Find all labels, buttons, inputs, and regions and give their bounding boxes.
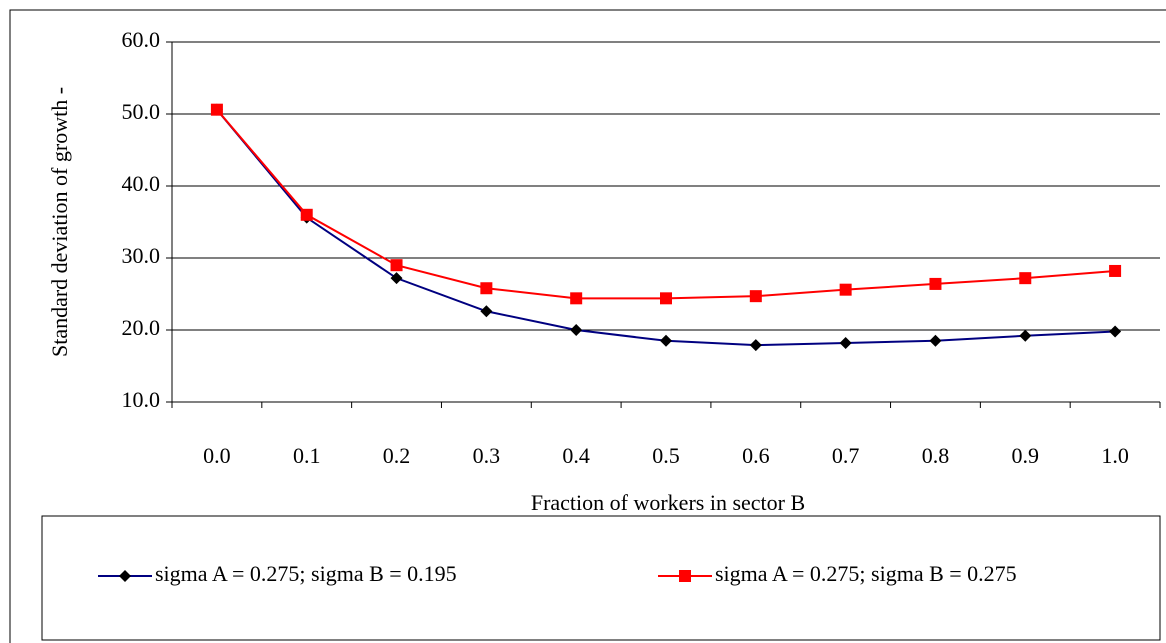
marker xyxy=(1109,264,1122,277)
y-tick-label: 10.0 xyxy=(122,387,161,412)
marker xyxy=(300,208,313,221)
chart-frame xyxy=(9,9,1166,643)
marker xyxy=(1019,272,1032,285)
marker xyxy=(570,324,583,336)
marker xyxy=(749,339,762,352)
legend-box xyxy=(41,515,1161,641)
x-tick-label: 0.5 xyxy=(652,443,680,468)
x-tick-label: 0.7 xyxy=(832,443,860,468)
marker xyxy=(1019,329,1032,342)
series-line xyxy=(216,109,1116,347)
x-tick-label: 0.6 xyxy=(742,443,770,468)
marker xyxy=(119,570,131,582)
y-tick-label: 20.0 xyxy=(122,315,161,340)
marker xyxy=(749,290,762,303)
x-tick-label: 0.4 xyxy=(562,443,590,468)
x-tick-label: 0.3 xyxy=(473,443,501,468)
marker xyxy=(570,292,583,305)
marker xyxy=(390,272,403,285)
marker xyxy=(210,103,223,116)
marker xyxy=(390,259,403,272)
marker xyxy=(929,277,942,290)
marker xyxy=(480,282,493,295)
x-tick-label: 0.1 xyxy=(293,443,321,468)
marker xyxy=(660,334,672,347)
marker xyxy=(679,570,691,582)
y-axis-title: Standard deviation of growth - xyxy=(47,87,72,357)
x-tick-label: 0.8 xyxy=(922,443,950,468)
y-tick-label: 30.0 xyxy=(122,243,161,268)
y-tick-label: 50.0 xyxy=(122,99,161,124)
x-tick-label: 1.0 xyxy=(1101,443,1129,468)
marker xyxy=(480,305,493,318)
marker xyxy=(929,334,942,347)
x-tick-label: 0.9 xyxy=(1012,443,1040,468)
y-tick-label: 60.0 xyxy=(122,27,161,52)
marker xyxy=(839,336,852,349)
x-tick-label: 0.0 xyxy=(203,443,231,468)
y-tick-label: 40.0 xyxy=(122,171,161,196)
marker xyxy=(660,292,672,305)
legend-label: sigma A = 0.275; sigma B = 0.275 xyxy=(715,561,1017,586)
x-axis-title: Fraction of workers in sector B xyxy=(531,490,805,515)
marker xyxy=(839,283,852,296)
x-tick-label: 0.2 xyxy=(383,443,411,468)
marker xyxy=(1109,325,1122,338)
legend-label: sigma A = 0.275; sigma B = 0.195 xyxy=(155,561,457,586)
series-line xyxy=(216,109,1116,300)
